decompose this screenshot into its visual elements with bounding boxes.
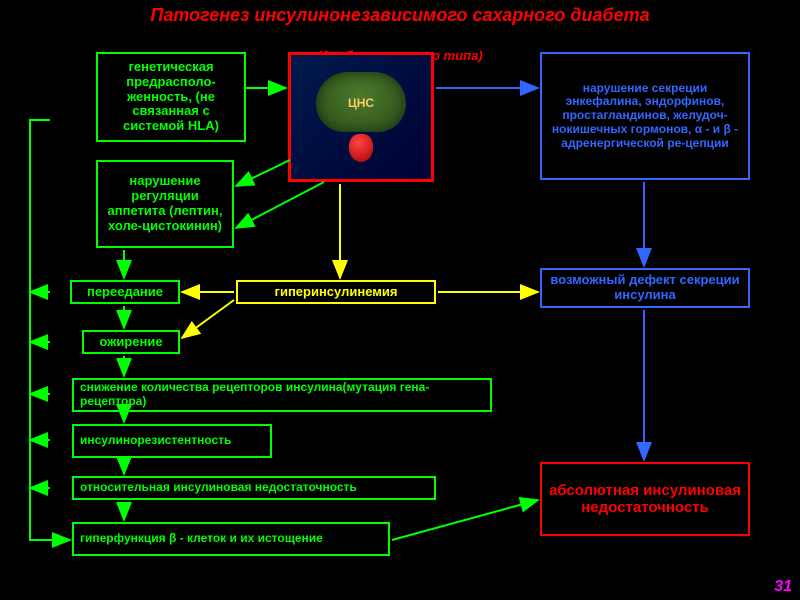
box-appetite: нарушение регуляции аппетита (лептин, хо… (96, 160, 234, 248)
page-title: Патогенез инсулинонезависимого сахарного… (0, 6, 800, 26)
cns-brain-figure: ЦНС (288, 52, 434, 182)
box-secretion: нарушение секреции энкефалина, эндорфино… (540, 52, 750, 180)
cns-label: ЦНС (316, 96, 406, 110)
box-hyperfunction: гиперфункция β - клеток и их истощение (72, 522, 390, 556)
box-receptors: снижение количества рецепторов инсулина(… (72, 378, 492, 412)
box-overeating: переедание (70, 280, 180, 304)
box-defect: возможный дефект секреции инсулина (540, 268, 750, 308)
slide-number: 31 (774, 578, 792, 596)
box-obesity: ожирение (82, 330, 180, 354)
box-relative: относительная инсулиновая недостаточност… (72, 476, 436, 500)
box-hyperinsulin: гиперинсулинемия (236, 280, 436, 304)
box-resistance: инсулинорезистентность (72, 424, 272, 458)
box-absolute: абсолютная инсулиновая недостаточность (540, 462, 750, 536)
box-genetic: генетическая предрасполо-женность, (не с… (96, 52, 246, 142)
pituitary-icon (349, 134, 373, 162)
